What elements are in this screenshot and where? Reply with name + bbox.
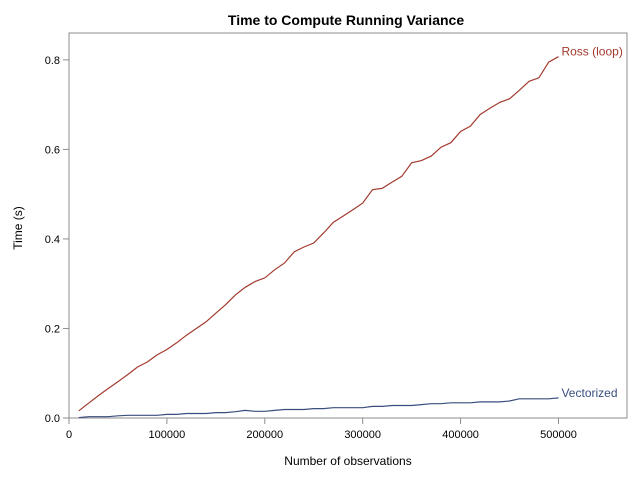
y-axis-label: Time (s) (11, 206, 25, 250)
x-tick-label: 300000 (344, 429, 381, 441)
plot-frame (68, 32, 628, 419)
y-tick-label: 0.4 (45, 234, 60, 246)
x-axis: 0 100000 200000 300000 400000 500000 (66, 418, 577, 441)
series-layer: Ross (loop) Vectorized (78, 45, 623, 419)
series-label-vectorized: Vectorized (561, 386, 617, 400)
x-tick-label: 400000 (442, 429, 479, 441)
y-axis: 0.0 0.2 0.4 0.6 0.8 (45, 55, 69, 425)
x-tick-label: 0 (66, 429, 72, 441)
y-tick-label: 0.0 (45, 413, 60, 425)
y-tick-label: 0.8 (45, 55, 60, 67)
x-tick-label: 500000 (540, 429, 577, 441)
series-label-ross-loop: Ross (loop) (561, 45, 622, 59)
series-line-ross-loop (78, 56, 559, 412)
y-tick-label: 0.6 (45, 144, 60, 156)
x-axis-label: Number of observations (284, 454, 411, 468)
series-line-vectorized (78, 397, 559, 419)
y-tick-label: 0.2 (45, 323, 60, 335)
x-tick-label: 200000 (246, 429, 283, 441)
x-tick-label: 100000 (149, 429, 186, 441)
chart-title: Time to Compute Running Variance (228, 12, 464, 28)
